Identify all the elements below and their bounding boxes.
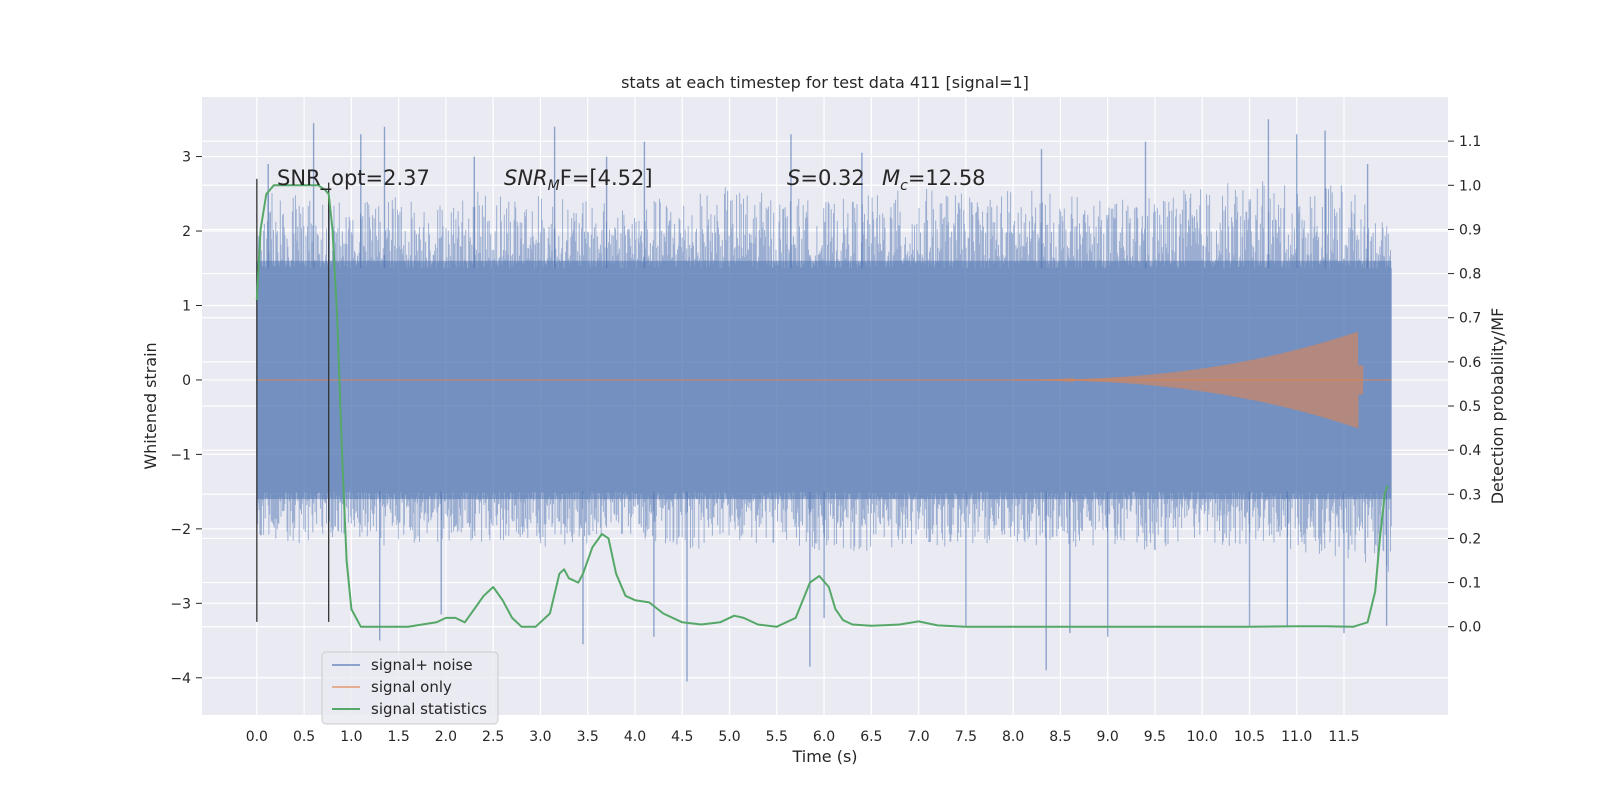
annotation-s-value: =0.32 xyxy=(800,166,864,190)
legend-label-signal-noise: signal+ noise xyxy=(371,656,473,674)
y-tick-label: −2 xyxy=(170,522,191,538)
x-tick-label: 8.5 xyxy=(1049,729,1071,745)
annotation-s-symbol: S xyxy=(787,166,800,190)
x-tick-label: 10.0 xyxy=(1187,729,1218,745)
x-tick-label: 7.0 xyxy=(907,729,929,745)
x-tick-label: 9.5 xyxy=(1144,729,1166,745)
y-tick-label: 3 xyxy=(182,150,191,166)
x-tick-label: 6.0 xyxy=(813,729,835,745)
vertical-markers xyxy=(256,178,330,622)
y-tick-label: −4 xyxy=(170,671,191,687)
x-tick-label: 6.5 xyxy=(860,729,882,745)
y2-tick-label: 1.0 xyxy=(1459,178,1481,194)
signal-chirp xyxy=(1013,331,1364,429)
annotation-s: S=0.32 xyxy=(787,166,865,190)
x-tick-label: 9.0 xyxy=(1097,729,1119,745)
y-tick-labels: 3 2 1 0 −1 −2 −3 −4 xyxy=(170,150,202,687)
series-signal-only xyxy=(256,331,1392,429)
y2-tick-label: 0.4 xyxy=(1459,443,1481,459)
x-tick-label: 3.0 xyxy=(529,729,551,745)
y2-tick-label: 0.5 xyxy=(1459,399,1481,415)
legend: signal+ noise signal only signal statist… xyxy=(321,651,499,725)
y2-tick-label: 0.3 xyxy=(1459,487,1481,503)
y2-tick-labels: 1.1 1.0 0.9 0.8 0.7 0.6 0.5 0.4 0.3 0.2 0.1 0.0 xyxy=(1448,134,1481,636)
y-tick-label: 0 xyxy=(182,373,191,389)
y2-tick-label: 0.0 xyxy=(1459,620,1481,636)
noise-spikes xyxy=(267,119,1388,682)
annotation-mc-symbol: M xyxy=(882,166,900,190)
y2-tick-label: 0.1 xyxy=(1459,576,1481,592)
x-tick-label: 3.5 xyxy=(577,729,599,745)
annotation-snr-mf: SNRMF=[4.52] xyxy=(504,166,653,194)
y2-tick-label: 0.8 xyxy=(1459,267,1481,283)
legend-box xyxy=(321,651,499,725)
x-tick-label: 8.0 xyxy=(1002,729,1024,745)
y-tick-label: −3 xyxy=(170,596,191,612)
y2-tick-label: 1.1 xyxy=(1459,134,1481,150)
x-tick-labels: 0.0 0.5 1.0 1.5 2.0 2.5 3.0 3.5 4.0 4.5 5.0 5.5 6.0 6… xyxy=(246,729,1360,745)
y-tick-label: 2 xyxy=(182,224,191,240)
legend-label-signal-only: signal only xyxy=(371,678,452,696)
x-tick-label: 11.0 xyxy=(1281,729,1312,745)
y2-axis-label: Detection probability/MF xyxy=(1488,308,1507,505)
x-axis-label: Time (s) xyxy=(791,747,857,766)
x-tick-label: 0.5 xyxy=(293,729,315,745)
annotation-mc: Mc=12.58 xyxy=(882,166,986,194)
chart-title: stats at each timestep for test data 411… xyxy=(621,73,1029,92)
annotation-mc-value: =12.58 xyxy=(908,166,986,190)
x-tick-label: 1.5 xyxy=(388,729,410,745)
x-tick-label: 5.0 xyxy=(718,729,740,745)
x-tick-label: 2.0 xyxy=(435,729,457,745)
y-tick-label: 1 xyxy=(182,298,191,314)
x-tick-label: 4.0 xyxy=(624,729,646,745)
y-axis-label: Whitened strain xyxy=(141,342,160,469)
y-tick-label: −1 xyxy=(170,447,191,463)
series-signal-statistics xyxy=(255,184,1389,628)
x-tick-label: 2.5 xyxy=(482,729,504,745)
annotation-snr-mf-subscript: M xyxy=(548,178,560,194)
y2-tick-label: 0.2 xyxy=(1459,531,1481,547)
x-tick-label: 5.5 xyxy=(766,729,788,745)
annotation-snr-mf-symbol: SNR xyxy=(504,166,548,190)
stats-line xyxy=(255,184,1389,628)
x-tick-label: 1.0 xyxy=(340,729,362,745)
x-tick-label: 7.5 xyxy=(955,729,977,745)
legend-label-signal-statistics: signal statistics xyxy=(371,700,487,718)
x-tick-label: 11.5 xyxy=(1328,729,1359,745)
annotation-mc-subscript: c xyxy=(900,178,908,194)
annotation-snr-mf-value: F=[4.52] xyxy=(560,166,653,190)
x-tick-label: 0.0 xyxy=(246,729,268,745)
y2-tick-label: 0.7 xyxy=(1459,311,1481,327)
x-tick-label: 4.5 xyxy=(671,729,693,745)
annotation-snr-opt: SNR_opt=2.37 xyxy=(277,166,430,191)
y2-tick-label: 0.6 xyxy=(1459,355,1481,371)
y2-tick-label: 0.9 xyxy=(1459,222,1481,238)
x-tick-label: 10.5 xyxy=(1234,729,1265,745)
